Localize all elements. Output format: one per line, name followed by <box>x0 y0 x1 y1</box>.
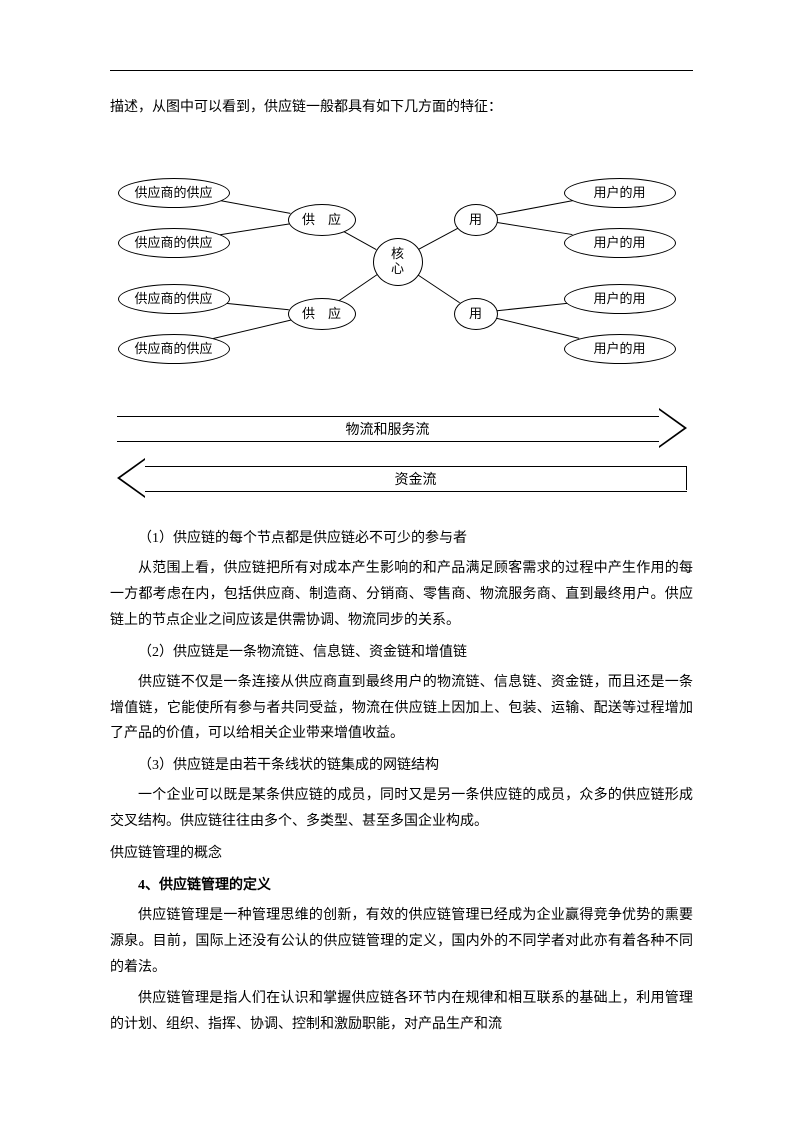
arrow-right-label: 物流和服务流 <box>346 419 430 439</box>
diagram-node-uuse1: 用户的用 <box>564 178 676 208</box>
paragraph-6: 供应链管理的概念 <box>110 841 693 867</box>
paragraph-4: （3）供应链是由若干条线状的链集成的网链结构 <box>110 753 693 779</box>
flow-arrow-left: 资金流 <box>117 458 687 498</box>
paragraph-1: 从范围上看，供应链把所有对成本产生影响的和产品满足顾客需求的过程中产生作用的每一… <box>110 556 693 634</box>
paragraph-0: （1）供应链的每个节点都是供应链必不可少的参与者 <box>110 526 693 552</box>
arrow-left-label: 资金流 <box>395 469 437 489</box>
diagram-node-use1: 用 <box>454 204 498 236</box>
paragraph-9: 供应链管理是指人们在认识和掌握供应链各环节内在规律和相互联系的基础上，利用管理的… <box>110 986 693 1038</box>
paragraph-8: 供应链管理是一种管理思维的创新，有效的供应链管理已经成为企业赢得竞争优势的熏要源… <box>110 903 693 981</box>
paragraph-3: 供应链不仅是一条连接从供应商直到最终用户的物流链、信息链、资金链，而且还是一条增… <box>110 670 693 748</box>
diagram-node-ssup2: 供应商的供应 <box>118 228 230 258</box>
top-rule <box>110 70 693 71</box>
diagram-node-ssup1: 供应商的供应 <box>118 178 230 208</box>
diagram-node-sup2: 供 应 <box>288 298 356 330</box>
diagram-node-sup1: 供 应 <box>288 204 356 236</box>
paragraph-5: 一个企业可以既是某条供应链的成员，同时又是另一条供应链的成员，众多的供应链形成交… <box>110 783 693 835</box>
intro-text: 描述，从图中可以看到，供应链一般都具有如下几方面的特征： <box>110 95 693 120</box>
diagram-node-ssup4: 供应商的供应 <box>118 334 230 364</box>
diagram-node-ssup3: 供应商的供应 <box>118 284 230 314</box>
diagram-node-uuse4: 用户的用 <box>564 334 676 364</box>
diagram-node-use2: 用 <box>454 298 498 330</box>
diagram-node-core: 核 心 <box>373 238 423 286</box>
flow-arrow-right: 物流和服务流 <box>117 408 687 448</box>
paragraph-2: （2）供应链是一条物流链、信息链、资金链和增值链 <box>110 640 693 666</box>
paragraph-7: 4、供应链管理的定义 <box>110 873 693 899</box>
diagram-node-uuse3: 用户的用 <box>564 284 676 314</box>
supply-chain-diagram: 核 心供 应供 应用用供应商的供应供应商的供应供应商的供应供应商的供应用户的用用… <box>112 140 692 390</box>
diagram-node-uuse2: 用户的用 <box>564 228 676 258</box>
page: 描述，从图中可以看到，供应链一般都具有如下几方面的特征： 核 心供 应供 应用用… <box>0 0 793 1084</box>
body-text: （1）供应链的每个节点都是供应链必不可少的参与者从范围上看，供应链把所有对成本产… <box>110 526 693 1038</box>
